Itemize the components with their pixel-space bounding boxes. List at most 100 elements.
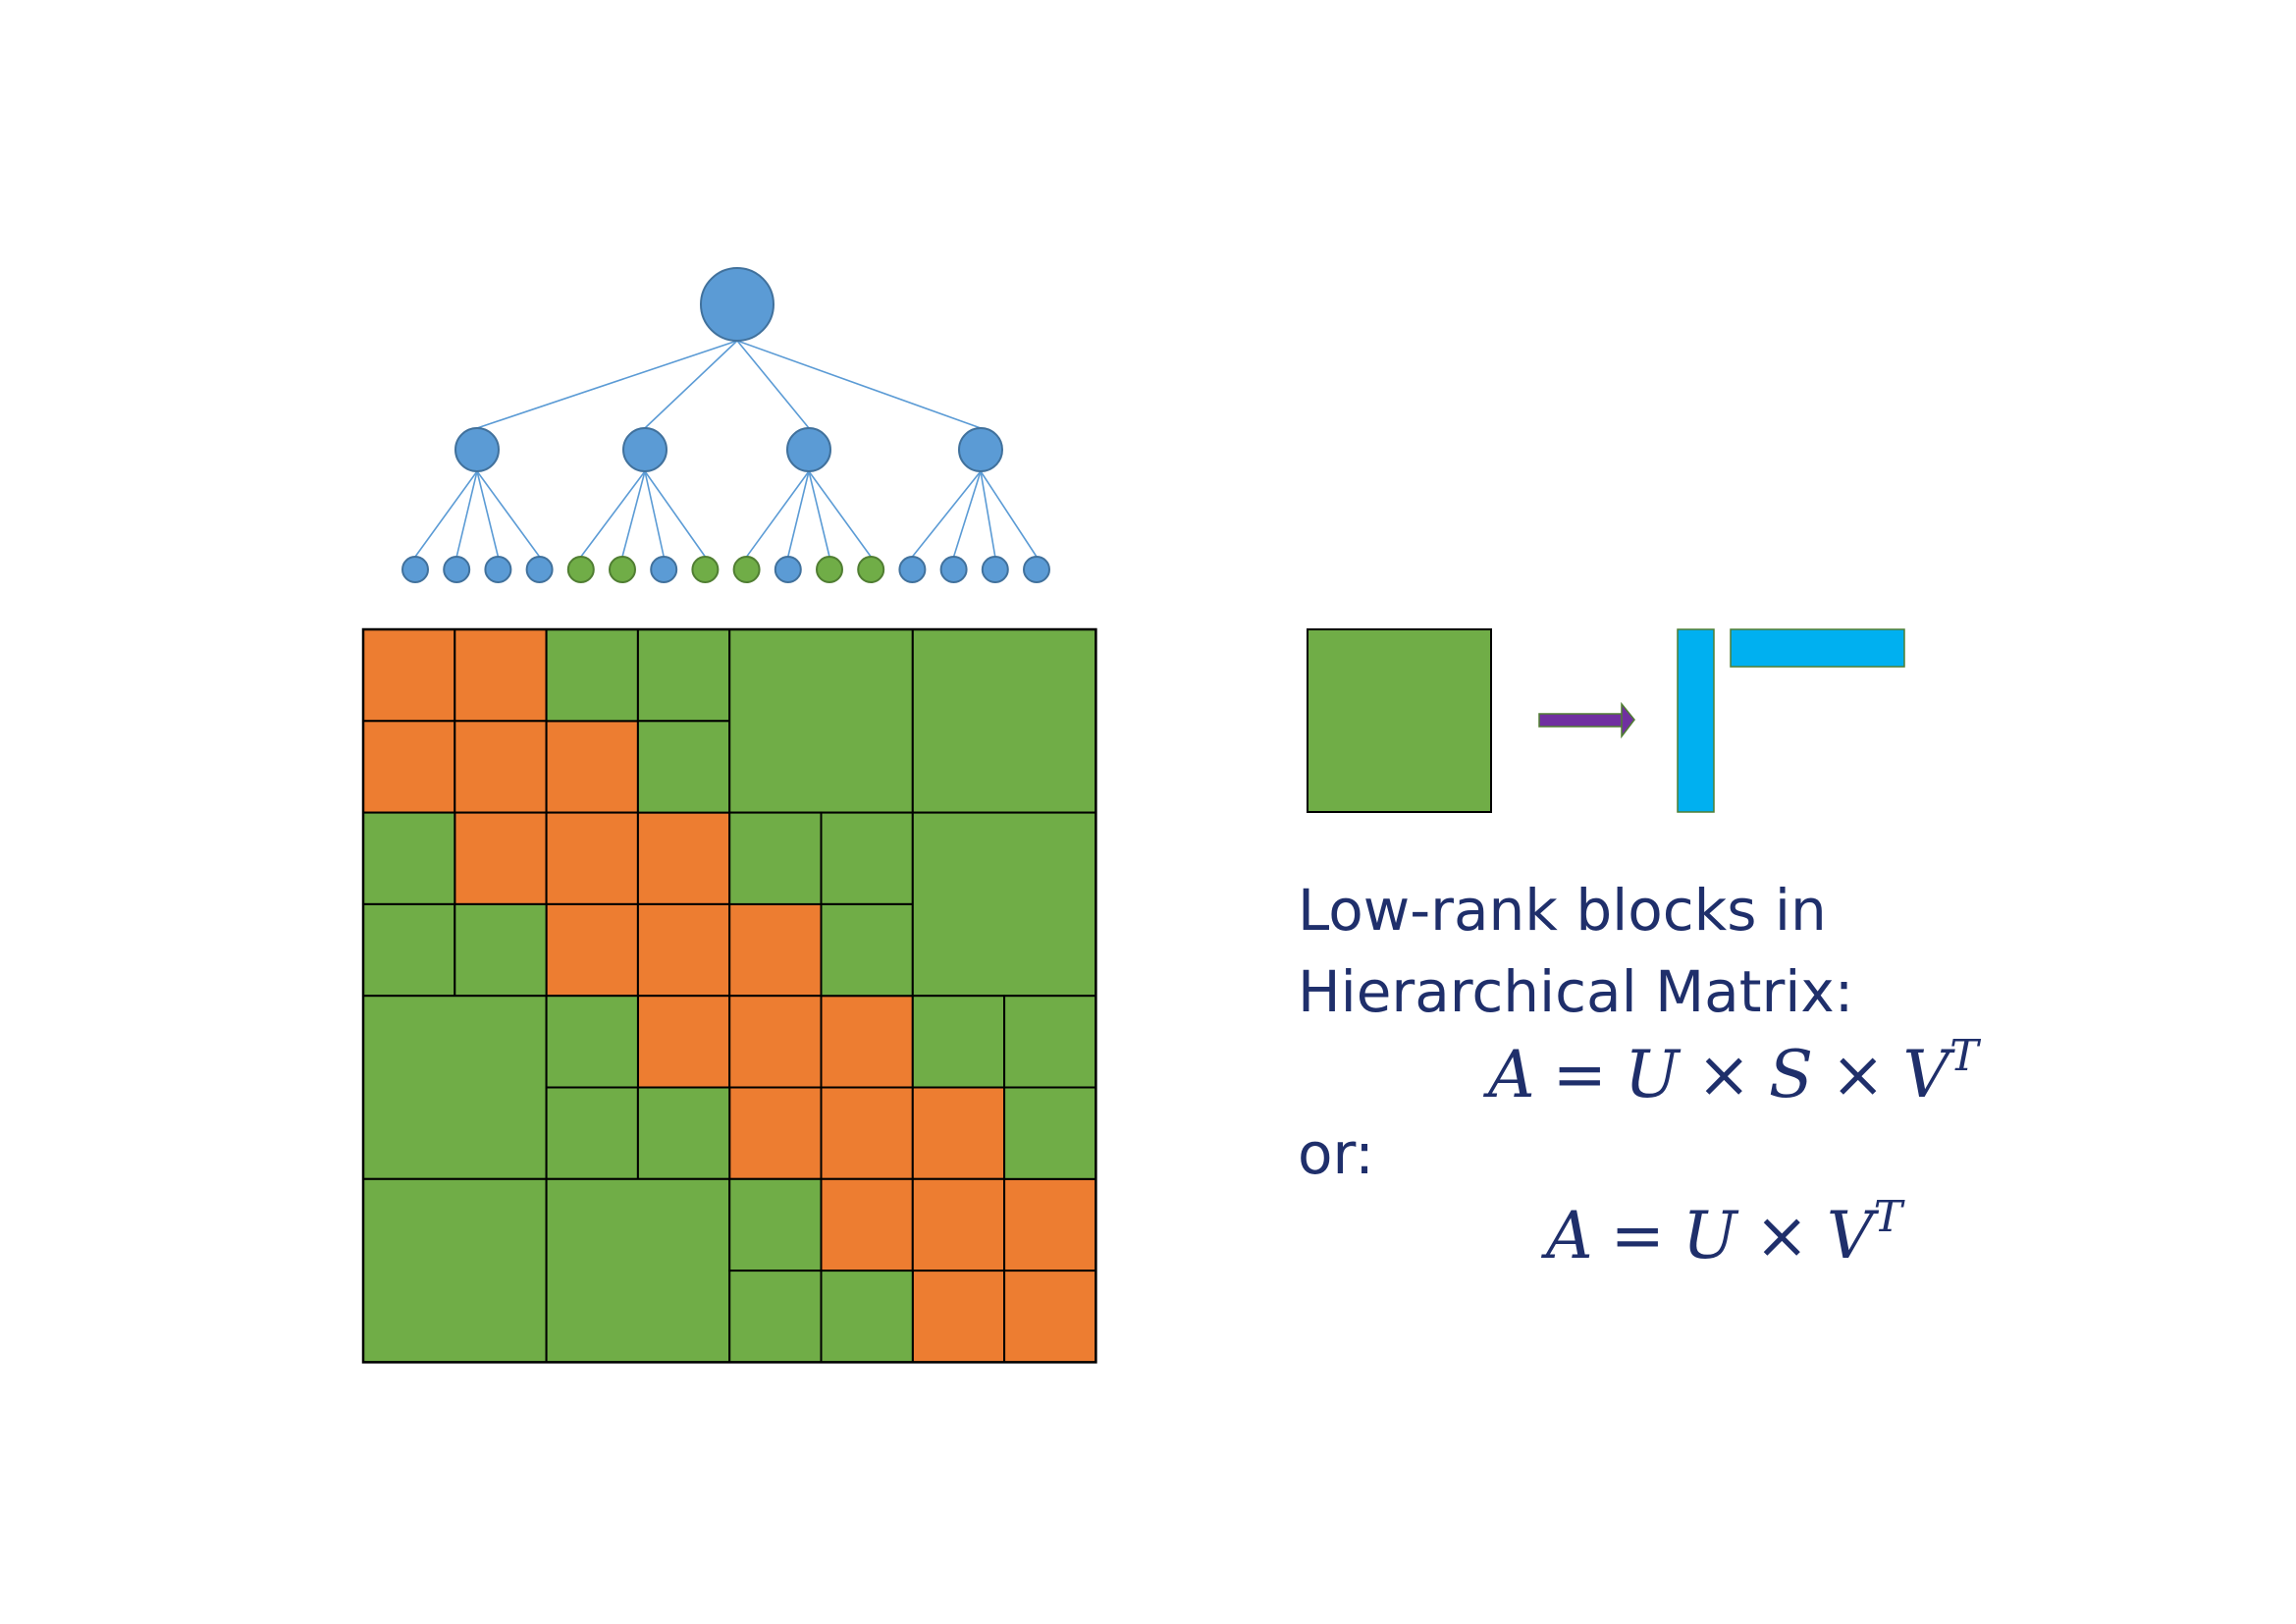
formula-usv-a: A [1488,1037,1535,1112]
right-arrow-icon [1538,701,1635,739]
tree-edge [621,470,646,558]
low-rank-block [820,902,914,998]
tree-root-node [700,267,774,342]
tree-leaf-node-blue [774,556,802,583]
tree-leaf-node-blue [939,556,968,583]
tree-leaf-node-green [857,556,885,583]
tree-edge [980,470,996,558]
dense-block [911,1177,1006,1272]
low-rank-block [911,811,1097,998]
low-rank-block [545,995,639,1089]
tree-edge [644,470,665,558]
dense-block [820,995,914,1089]
dense-block [728,995,823,1089]
low-rank-block [728,628,914,814]
low-rank-block [911,995,1006,1089]
low-rank-block [545,628,639,723]
cluster-tree [401,267,1050,583]
low-rank-block [362,995,548,1180]
low-rank-block [1003,1086,1097,1180]
dense-block [728,1086,823,1180]
low-rank-block [911,628,1097,814]
formula-uv-equals: = [1610,1198,1665,1273]
formula-usv-transpose: T [1949,1031,1979,1081]
dense-block [362,720,456,814]
tree-leaf-node-green [609,556,636,583]
tree-leaf-node-blue [401,556,429,583]
caption-line-1: Low-rank blocks in [1298,877,1827,944]
low-rank-block [454,902,548,998]
dense-block [454,628,548,723]
low-rank-block [728,1177,823,1272]
tree-edge [911,470,982,558]
caption-line-2: Hierarchical Matrix: [1298,958,1854,1025]
tree-edge [787,470,810,558]
tree-edge [736,340,982,429]
dense-block [1003,1177,1097,1272]
formula-uv-u: U [1682,1198,1737,1273]
low-rank-block [820,1270,914,1364]
dense-block [362,628,456,723]
row-factor-v-transpose [1730,628,1905,668]
tree-leaf-node-blue [981,556,1009,583]
tree-level1-node [454,427,500,472]
low-rank-block [636,1086,731,1180]
formula-usv-times-2: × [1831,1037,1886,1112]
tree-leaf-node-blue [525,556,554,583]
tree-leaf-node-blue [1023,556,1050,583]
low-rank-block [362,902,456,998]
tree-edge [644,470,707,558]
formula-uv-transpose: T [1873,1192,1902,1242]
dense-block [454,720,548,814]
tree-edge [736,340,810,429]
formula-usv-u: U [1624,1037,1680,1112]
tree-leaf-node-blue [650,556,678,583]
low-rank-block [362,811,456,905]
matrix-outline [361,627,1097,1364]
tree-edge [580,470,646,558]
dense-block [454,811,548,905]
tree-edge [980,470,1038,558]
tree-leaf-node-green [732,556,761,583]
low-rank-block [636,628,731,723]
dense-block [911,1270,1006,1364]
tree-leaf-node-green [691,556,720,583]
tree-leaf-node-green [816,556,843,583]
dense-block [728,902,823,998]
block-matrix [361,627,1097,1364]
dense-block [636,811,731,905]
low-rank-block [1003,995,1097,1089]
formula-usv-v: V [1902,1037,1950,1112]
formula-uv-a: A [1546,1198,1593,1273]
tree-edge [808,470,830,558]
tree-leaf-node-blue [443,556,471,583]
low-rank-block [362,1177,548,1364]
column-factor-u [1677,628,1715,813]
tree-edge [952,470,982,558]
low-rank-block [728,1270,823,1364]
low-rank-block [728,811,823,905]
tree-leaf-node-blue [484,556,512,583]
dense-block [820,1177,914,1272]
tree-leaf-node-blue [898,556,927,583]
tree-edge [455,470,478,558]
dense-block [636,902,731,998]
formula-usv-equals: = [1552,1037,1607,1112]
dense-block [636,995,731,1089]
low-rank-block [545,1177,731,1364]
tree-leaf-node-green [566,556,595,583]
low-rank-block [820,811,914,905]
dense-block [545,811,639,905]
formula-usv-times-1: × [1696,1037,1751,1112]
dense-block [545,902,639,998]
low-rank-block-example [1307,628,1492,813]
tree-edge [476,340,738,429]
tree-level1-node [622,427,667,472]
tree-edge [476,470,541,558]
formula-uv-v: V [1826,1198,1874,1273]
dense-block [545,720,639,814]
formula-usv-s: S [1768,1037,1814,1112]
dense-block [1003,1270,1097,1364]
tree-edge [808,470,872,558]
